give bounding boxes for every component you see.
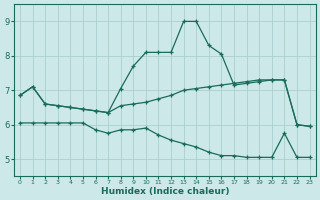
X-axis label: Humidex (Indice chaleur): Humidex (Indice chaleur) [100,187,229,196]
